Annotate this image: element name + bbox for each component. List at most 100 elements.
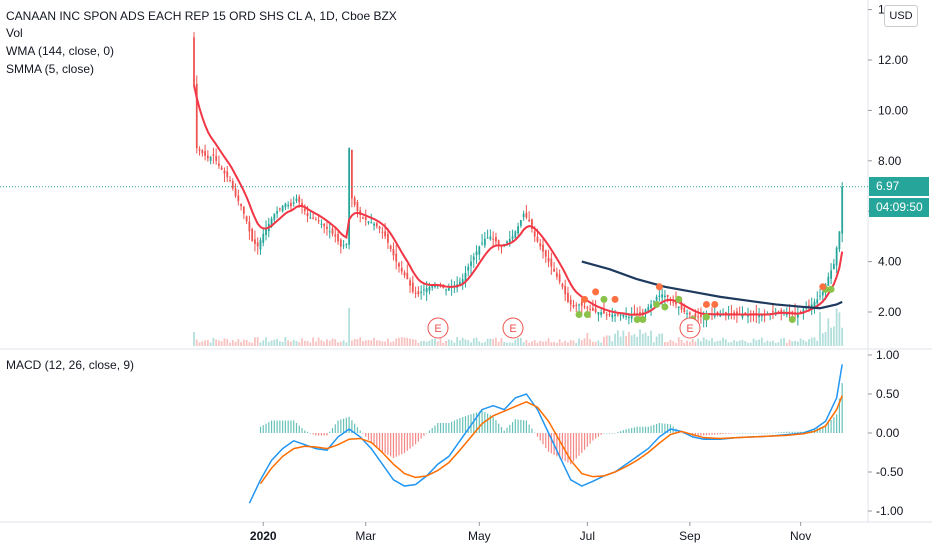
candle-body — [575, 304, 578, 306]
price-tick-label: 12.00 — [878, 53, 908, 67]
volume-bar — [672, 341, 675, 346]
candle-body — [242, 206, 245, 214]
macd-hist-bar — [705, 433, 708, 436]
macd-hist-bar — [833, 417, 835, 433]
macd-hist-bar — [528, 424, 530, 433]
candle-body — [597, 312, 600, 315]
candle-body — [348, 148, 351, 245]
macd-hist-bar — [697, 433, 699, 437]
volume-bar — [614, 333, 616, 346]
legend-volume[interactable]: Vol — [6, 26, 23, 40]
macd-hist-bar — [597, 433, 600, 437]
volume-bar — [472, 338, 475, 346]
candle-body — [802, 309, 805, 312]
volume-bar — [262, 340, 265, 346]
candle-body — [658, 295, 661, 298]
candle-body — [600, 312, 603, 315]
candle-body — [483, 238, 486, 246]
candle-body — [320, 223, 323, 225]
volume-bar — [766, 340, 769, 346]
macd-hist-bar — [398, 433, 400, 456]
macd-hist-bar — [373, 433, 375, 446]
volume-bar — [256, 337, 259, 346]
candle-body — [323, 223, 326, 227]
volume-bar — [237, 338, 240, 346]
candle-body — [331, 228, 334, 234]
macd-hist-bar — [312, 433, 314, 435]
candle-body — [525, 212, 528, 218]
volume-bar — [652, 342, 655, 346]
volume-bar — [741, 339, 744, 346]
macd-hist-bar — [431, 428, 433, 433]
macd-hist-bar — [600, 433, 602, 435]
volume-bar — [655, 336, 658, 346]
volume-bar — [644, 332, 647, 346]
signal-dot-green — [575, 311, 583, 319]
macd-hist-bar — [451, 421, 453, 433]
volume-bar — [625, 336, 628, 346]
candle-body — [619, 314, 622, 316]
legend-wma[interactable]: WMA (144, close, 0) — [6, 44, 115, 58]
volume-bar — [328, 340, 331, 346]
candle-body — [664, 295, 666, 297]
volume-bar — [314, 341, 317, 346]
candle-body — [558, 274, 561, 282]
earnings-circle — [679, 317, 701, 339]
candle-body — [736, 311, 738, 315]
volume-bar — [744, 341, 747, 346]
candle-body — [724, 312, 727, 315]
candle-body — [306, 212, 309, 217]
volume-bar — [287, 340, 290, 346]
time-tick-label: Mar — [355, 529, 376, 543]
macd-hist-bar — [387, 433, 389, 455]
candle-body — [514, 231, 517, 238]
candle-body — [832, 264, 835, 270]
volume-bar — [752, 338, 755, 346]
candle-body — [406, 272, 409, 280]
macd-hist-bar — [456, 419, 458, 433]
candle-body — [420, 291, 423, 293]
macd-hist-bar — [342, 418, 345, 433]
macd-hist-bar — [309, 433, 311, 434]
macd-hist-bar — [282, 420, 284, 433]
candle-body — [569, 299, 572, 305]
volume-bar — [198, 342, 201, 346]
candle-body — [378, 226, 381, 229]
volume-bar — [248, 341, 251, 346]
legend-smma[interactable]: SMMA (5, close) — [6, 62, 95, 76]
volume-bar — [716, 340, 719, 346]
macd-hist-bar — [658, 423, 660, 433]
macd-hist-bar — [442, 423, 444, 433]
candle-body — [799, 311, 802, 313]
macd-hist-bar — [304, 430, 306, 433]
volume-bar — [694, 341, 697, 346]
macd-hist-bar — [381, 433, 383, 452]
volume-bar — [323, 341, 326, 346]
candle-body — [816, 299, 819, 304]
candles — [193, 32, 844, 328]
candle-body — [608, 314, 611, 316]
volume-bar — [342, 340, 345, 346]
volume-bar — [506, 342, 508, 346]
currency-button[interactable]: USD — [884, 5, 918, 27]
volume-bar — [514, 339, 517, 346]
symbol-title[interactable]: CANAAN INC SPON ADS EACH REP 15 ORD SHS … — [6, 9, 397, 23]
candle-body — [810, 304, 813, 309]
macd-hist-bar — [287, 420, 289, 433]
candle-body — [411, 282, 414, 292]
legend-macd[interactable]: MACD (12, 26, close, 9) — [6, 358, 135, 372]
macd-hist-bar — [744, 433, 746, 434]
volume-bar — [359, 337, 362, 346]
macd-hist-bar — [365, 433, 367, 437]
signal-dot-green — [827, 285, 835, 293]
macd-hist-bar — [716, 433, 719, 435]
macd-hist-bar — [642, 426, 644, 433]
macd-hist-bar — [824, 425, 827, 433]
volume-bar — [697, 338, 700, 346]
candle-body — [342, 245, 345, 247]
volume-bar — [658, 333, 661, 346]
volume-bar — [209, 342, 212, 346]
volume-bar — [838, 312, 841, 346]
time-tick-label: May — [468, 529, 491, 543]
